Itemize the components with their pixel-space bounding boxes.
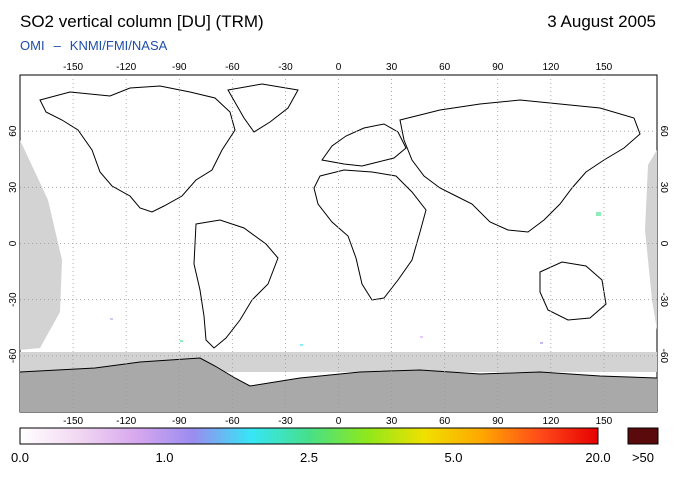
colorbar-label-5-0: 5.0 [444, 450, 462, 465]
colorbar-label-1-0: 1.0 [155, 450, 173, 465]
lat-label-left-minus-30: -30 [8, 292, 19, 307]
colorbar-label-20-0: 20.0 [585, 450, 610, 465]
lon-label-bottom-minus-150: -150 [63, 416, 83, 427]
graticule-labels: -150 -150 -120 -120 -90 -90 -60 -60 -30 -30 0 0 30 30… [8, 62, 669, 427]
lat-label-right-0: 0 [658, 241, 669, 247]
colorbar [19, 427, 599, 445]
lon-label-bottom-60: 60 [439, 416, 451, 427]
so2-noise-speckle [110, 212, 601, 346]
colorbar-labels: 0.0 1.0 2.5 5.0 20.0 >50 [11, 450, 654, 465]
no-data-left-wedge [20, 140, 62, 350]
coast-asia [399, 99, 641, 233]
colorbar-label-2-5: 2.5 [300, 450, 318, 465]
coast-australia [539, 261, 607, 321]
lon-label-top-90: 90 [492, 62, 504, 73]
lat-label-right-60: 60 [658, 126, 669, 138]
colorbar-label-0-0: 0.0 [11, 450, 29, 465]
lon-label-bottom-120: 120 [542, 416, 559, 427]
lon-label-bottom-150: 150 [596, 416, 613, 427]
coast-north-america [39, 85, 236, 213]
lon-label-bottom-90: 90 [492, 416, 504, 427]
lon-label-top-minus-150: -150 [63, 62, 83, 73]
coastlines [20, 83, 657, 387]
lat-label-right-30: 30 [658, 182, 669, 194]
lon-label-bottom-minus-120: -120 [116, 416, 136, 427]
credit-separator: – [53, 38, 61, 53]
lat-label-right-minus-30: -30 [658, 292, 669, 307]
credit-agencies: KNMI/FMI/NASA [69, 38, 168, 53]
credit-line: OMI – KNMI/FMI/NASA [20, 38, 167, 53]
lon-label-top-150: 150 [596, 62, 613, 73]
map-title: SO2 vertical column [DU] (TRM) [20, 12, 264, 31]
lat-label-left-minus-60: -60 [8, 348, 19, 363]
lon-label-top-minus-30: -30 [278, 62, 293, 73]
map-date: 3 August 2005 [547, 12, 656, 31]
lon-label-top-60: 60 [439, 62, 451, 73]
lon-label-bottom-0: 0 [336, 416, 342, 427]
lat-label-left-30: 30 [8, 181, 19, 193]
map-data-layer [20, 75, 657, 412]
lon-label-bottom-30: 30 [386, 416, 398, 427]
lon-label-top-30: 30 [386, 62, 398, 73]
graticule [20, 75, 657, 412]
coast-south-america [193, 219, 279, 349]
lon-label-top-120: 120 [542, 62, 559, 73]
colorbar-label-over: >50 [632, 450, 654, 465]
lon-label-bottom-minus-60: -60 [225, 416, 240, 427]
colorbar-over-swatch [627, 427, 659, 445]
coast-europe [321, 123, 407, 167]
lat-label-right-minus-60: -60 [658, 349, 669, 364]
coast-greenland [227, 83, 299, 133]
lon-label-top-0: 0 [336, 62, 342, 73]
coast-africa [313, 169, 427, 301]
no-data-right-wedge [645, 150, 657, 330]
lon-label-top-minus-60: -60 [225, 62, 240, 73]
credit-instrument: OMI [20, 38, 45, 53]
lat-label-left-0: 0 [8, 240, 19, 246]
lon-label-bottom-minus-90: -90 [172, 416, 187, 427]
lat-label-left-60: 60 [8, 125, 19, 137]
lon-label-bottom-minus-30: -30 [278, 416, 293, 427]
coast-antarctica [20, 357, 657, 387]
lon-label-top-minus-120: -120 [116, 62, 136, 73]
lon-label-top-minus-90: -90 [172, 62, 187, 73]
